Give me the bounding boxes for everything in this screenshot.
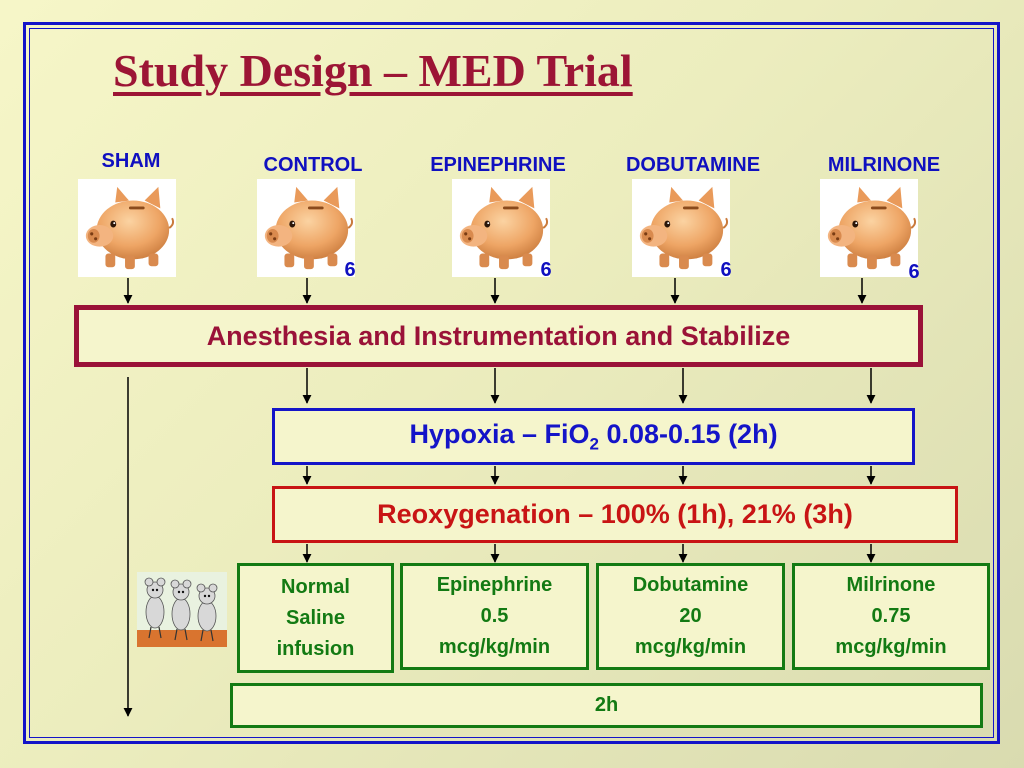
- pig-icon: [257, 179, 355, 277]
- hypoxia-step-label: Hypoxia – FiO2 0.08-0.15 (2h): [409, 419, 777, 454]
- hypoxia-step-box: Hypoxia – FiO2 0.08-0.15 (2h): [272, 408, 915, 465]
- anesthesia-step-label: Anesthesia and Instrumentation and Stabi…: [206, 320, 791, 351]
- group-label-sham: SHAM: [101, 150, 161, 172]
- group-n-dobutamine: 6: [720, 259, 732, 281]
- treatment-line: mcg/kg/min: [438, 636, 551, 658]
- treatment-line: 20: [679, 605, 702, 627]
- treatment-line: Dobutamine: [632, 574, 749, 596]
- group-label-control: CONTROL: [263, 154, 363, 176]
- hypoxia-prefix: Hypoxia – FiO: [409, 418, 590, 449]
- group-label-dobutamine: DOBUTAMINE: [625, 154, 761, 176]
- pig-icon: [632, 179, 730, 277]
- slide-frame-inner: [29, 28, 994, 738]
- treatment-box-saline: Normal Saline infusion: [237, 563, 394, 673]
- group-label-epinephrine: EPINEPHRINE: [430, 154, 566, 176]
- mice-image: [137, 572, 227, 647]
- reoxygenation-step-label: Reoxygenation – 100% (1h), 21% (3h): [377, 499, 853, 529]
- duration-box: 2h: [230, 683, 983, 728]
- treatment-line: 0.75: [871, 605, 911, 627]
- group-label-milrinone: MILRINONE: [827, 154, 941, 176]
- treatment-line: Milrinone: [846, 574, 936, 596]
- reoxygenation-step-box: Reoxygenation – 100% (1h), 21% (3h): [272, 486, 958, 543]
- treatment-box-epinephrine: Epinephrine 0.5 mcg/kg/min: [400, 563, 589, 670]
- treatment-box-milrinone: Milrinone 0.75 mcg/kg/min: [792, 563, 990, 670]
- slide-title: Study Design – MED Trial: [113, 45, 633, 96]
- treatment-line: mcg/kg/min: [835, 636, 947, 658]
- treatment-line: mcg/kg/min: [634, 636, 747, 658]
- pig-icon: [452, 179, 550, 277]
- slide-frame-outer: [23, 22, 1000, 744]
- treatment-line: Normal: [281, 575, 350, 598]
- treatment-line: 0.5: [480, 605, 509, 627]
- treatment-line: Saline: [286, 606, 345, 629]
- treatment-box-dobutamine: Dobutamine 20 mcg/kg/min: [596, 563, 785, 670]
- treatment-line: Epinephrine: [436, 574, 553, 596]
- duration-label: 2h: [594, 694, 619, 716]
- treatment-line: infusion: [276, 637, 355, 660]
- pig-icon: [820, 179, 918, 277]
- group-n-milrinone: 6: [908, 261, 920, 283]
- pig-icon: [78, 179, 176, 277]
- hypoxia-suffix: 0.08-0.15 (2h): [598, 418, 778, 449]
- group-n-epinephrine: 6: [540, 259, 552, 281]
- anesthesia-step-box: Anesthesia and Instrumentation and Stabi…: [74, 305, 923, 367]
- hypoxia-subscript: 2: [589, 434, 599, 454]
- group-n-control: 6: [344, 259, 356, 281]
